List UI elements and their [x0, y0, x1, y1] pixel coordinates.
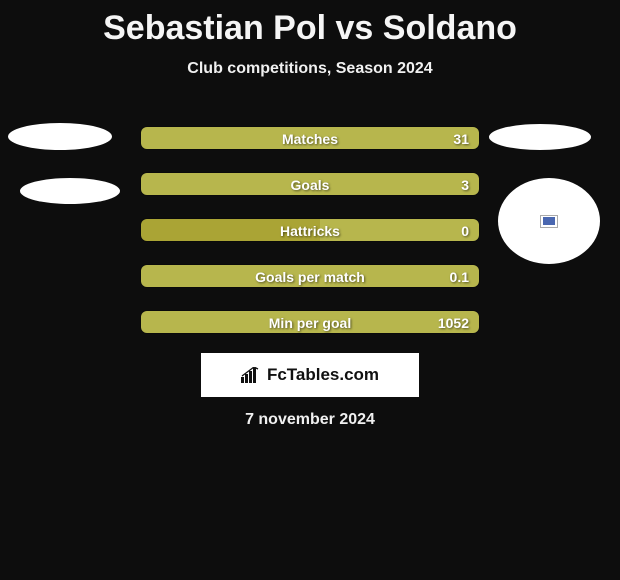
comparison-bars: Matches31 Goals3 Hattricks0 Goals per match… — [140, 126, 480, 356]
stat-bar-value: 31 — [453, 127, 469, 149]
decorative-ellipse — [8, 123, 112, 150]
flag-inner — [543, 217, 555, 225]
stat-bar-value: 1052 — [438, 311, 469, 333]
decorative-ellipse — [20, 178, 120, 204]
stat-bar-row: Matches31 — [140, 126, 480, 150]
stat-bar-label: Matches — [141, 127, 479, 149]
stat-bar-label: Goals per match — [141, 265, 479, 287]
page-title: Sebastian Pol vs Soldano — [0, 0, 620, 48]
stat-bar-value: 3 — [461, 173, 469, 195]
stat-bar-row: Goals per match0.1 — [140, 264, 480, 288]
chart-icon — [241, 367, 261, 383]
date-text: 7 november 2024 — [0, 411, 620, 429]
stat-bar-row: Hattricks0 — [140, 218, 480, 242]
decorative-ellipse — [489, 124, 591, 150]
stat-bar-label: Min per goal — [141, 311, 479, 333]
stat-bar-row: Min per goal1052 — [140, 310, 480, 334]
logo-box: FcTables.com — [201, 353, 419, 397]
stat-bar-row: Goals3 — [140, 172, 480, 196]
stat-bar-value: 0 — [461, 219, 469, 241]
stat-bar-label: Hattricks — [141, 219, 479, 241]
page-subtitle: Club competitions, Season 2024 — [0, 60, 620, 78]
player-avatar-placeholder — [498, 178, 600, 264]
stat-bar-value: 0.1 — [450, 265, 469, 287]
stat-bar-label: Goals — [141, 173, 479, 195]
flag-icon — [540, 215, 558, 228]
logo-text: FcTables.com — [267, 365, 379, 385]
